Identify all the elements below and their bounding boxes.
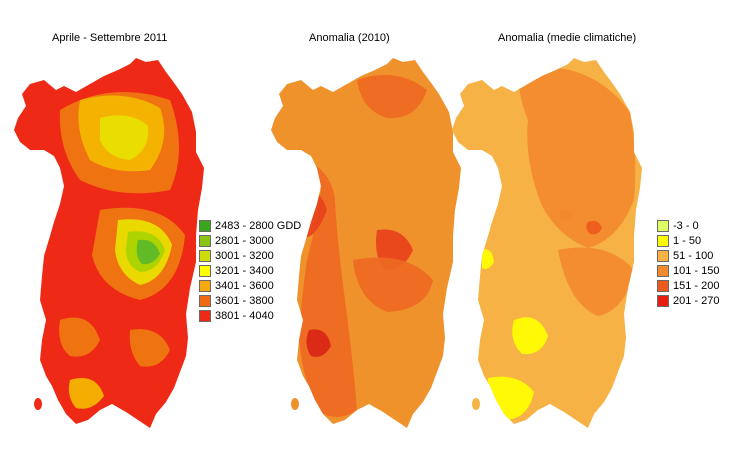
islet — [291, 398, 299, 410]
legend-swatch — [657, 265, 669, 277]
legend-swatch — [199, 310, 211, 322]
islet — [406, 65, 412, 71]
legend-swatch — [657, 220, 669, 232]
raster-patch — [59, 317, 100, 357]
islet — [472, 398, 480, 410]
map1-title: Aprile - Settembre 2011 — [52, 32, 168, 44]
raster-patch — [129, 329, 170, 367]
raster-patch — [482, 249, 494, 270]
legend-label: -3 - 0 — [673, 220, 699, 232]
legend-swatch — [199, 265, 211, 277]
legend-swatch — [657, 235, 669, 247]
legend-label: 3201 - 3400 — [215, 265, 274, 277]
legend-label: 3601 - 3800 — [215, 295, 274, 307]
raster-patch — [306, 329, 331, 357]
legend-swatch — [199, 295, 211, 307]
legend-swatch — [657, 280, 669, 292]
raster-patch — [353, 257, 433, 312]
legend-label: 2483 - 2800 GDD — [215, 220, 302, 232]
map3-title: Anomalia (medie climatiche) — [498, 32, 637, 44]
legend-label: 101 - 150 — [673, 265, 720, 277]
legend-swatch — [657, 295, 669, 307]
raster-patch — [560, 208, 572, 222]
map2-title: Anomalia (2010) — [309, 32, 390, 44]
islet — [587, 65, 593, 71]
raster-patch — [357, 74, 427, 119]
raster-patch — [586, 220, 602, 235]
raster-patch — [518, 67, 636, 248]
raster-patch — [100, 115, 149, 160]
legend-label: 3001 - 3200 — [215, 250, 274, 262]
raster-patch — [136, 239, 160, 265]
legend-label: 3801 - 4040 — [215, 310, 274, 322]
legend-swatch — [199, 250, 211, 262]
islet — [149, 65, 155, 71]
raster-patch — [68, 378, 104, 409]
legend-label: 201 - 270 — [673, 295, 720, 307]
legend-swatch — [657, 250, 669, 262]
raster-patch — [277, 150, 357, 417]
legend-swatch — [199, 220, 211, 232]
islet — [34, 398, 42, 410]
legend-label: 3401 - 3600 — [215, 280, 274, 292]
legend-swatch — [199, 235, 211, 247]
raster-patch — [558, 247, 634, 316]
raster-patch — [512, 317, 548, 355]
legend-label: 1 - 50 — [673, 235, 702, 247]
legend-label: 51 - 100 — [673, 250, 714, 262]
legend-label: 151 - 200 — [673, 280, 720, 292]
legend-swatch — [199, 280, 211, 292]
legend-label: 2801 - 3000 — [215, 235, 274, 247]
